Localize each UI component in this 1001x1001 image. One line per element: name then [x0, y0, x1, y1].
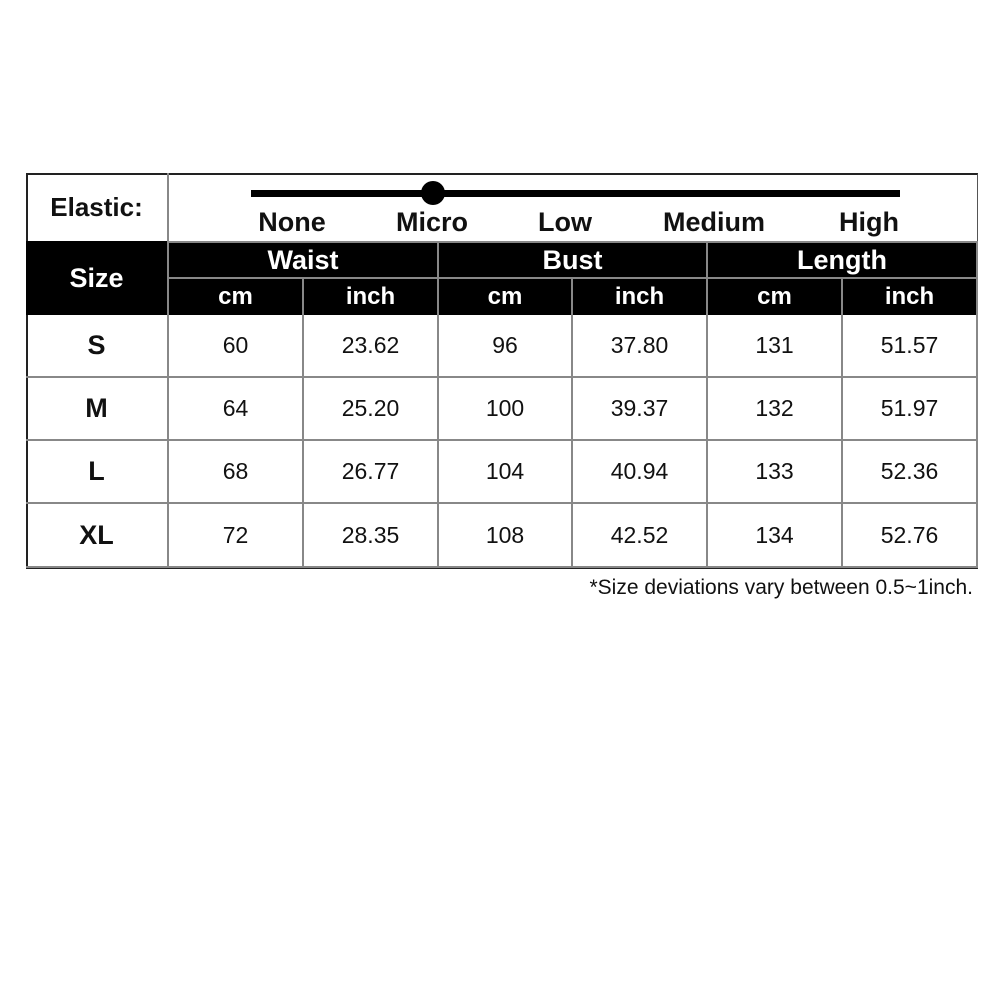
measurement-cell: 134	[708, 504, 843, 568]
size-deviation-note: *Size deviations vary between 0.5~1inch.	[589, 576, 974, 599]
measurement-cell: 131	[708, 315, 843, 378]
measurement-cell: 42.52	[573, 504, 708, 568]
unit-header-inch: inch	[843, 279, 978, 315]
measurement-cell: 72	[169, 504, 304, 568]
measurement-cell: 26.77	[304, 441, 439, 504]
elastic-scale-track	[251, 190, 900, 197]
measurement-cell: 52.76	[843, 504, 978, 568]
measurement-cell: 52.36	[843, 441, 978, 504]
measurement-cell: 39.37	[573, 378, 708, 441]
measurement-cell: 51.97	[843, 378, 978, 441]
elastic-level-low: Low	[538, 207, 592, 237]
elastic-scale-marker	[421, 181, 445, 205]
elastic-label: Elastic:	[26, 173, 169, 241]
unit-header-cm: cm	[708, 279, 843, 315]
size-cell-xl: XL	[26, 504, 169, 568]
measurement-cell: 132	[708, 378, 843, 441]
elastic-level-none: None	[258, 207, 326, 237]
elastic-level-medium: Medium	[662, 207, 766, 237]
measurement-cell: 108	[439, 504, 573, 568]
column-group-bust: Bust	[439, 241, 708, 279]
measurement-cell: 28.35	[304, 504, 439, 568]
measurement-cell: 68	[169, 441, 304, 504]
measurement-cell: 25.20	[304, 378, 439, 441]
measurement-cell: 40.94	[573, 441, 708, 504]
unit-header-inch: inch	[573, 279, 708, 315]
measurement-cell: 64	[169, 378, 304, 441]
column-group-waist: Waist	[169, 241, 439, 279]
elastic-level-high: High	[839, 207, 899, 237]
measurement-cell: 96	[439, 315, 573, 378]
measurement-cell: 104	[439, 441, 573, 504]
measurement-cell: 100	[439, 378, 573, 441]
unit-header-cm: cm	[169, 279, 304, 315]
size-cell-s: S	[26, 315, 169, 378]
measurement-cell: 60	[169, 315, 304, 378]
measurement-cell: 51.57	[843, 315, 978, 378]
measurement-cell: 23.62	[304, 315, 439, 378]
measurement-cell: 37.80	[573, 315, 708, 378]
unit-header-cm: cm	[439, 279, 573, 315]
measurement-cell: 133	[708, 441, 843, 504]
size-cell-m: M	[26, 378, 169, 441]
unit-header-inch: inch	[304, 279, 439, 315]
size-header: Size	[26, 241, 169, 315]
size-cell-l: L	[26, 441, 169, 504]
elastic-level-micro: Micro	[395, 207, 469, 237]
column-group-length: Length	[708, 241, 978, 279]
